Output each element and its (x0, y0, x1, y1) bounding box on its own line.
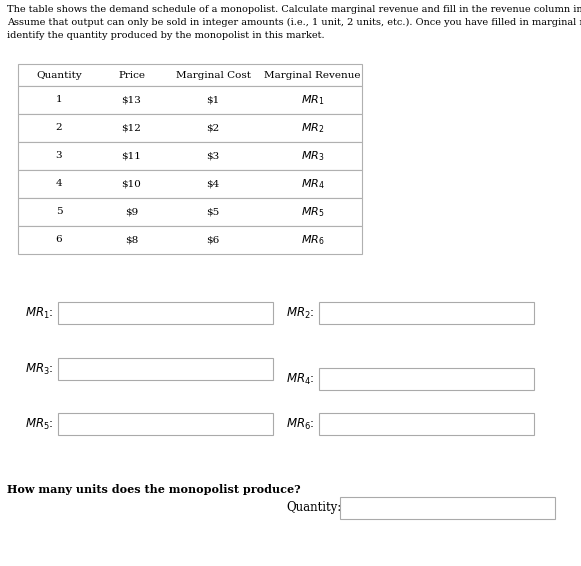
Bar (18, 64, 362, 86)
Bar (18, 86, 362, 114)
Text: $6: $6 (206, 235, 220, 245)
Text: $\mathit{MR}_{2}$: $\mathit{MR}_{2}$ (301, 121, 324, 135)
Text: $\mathit{MR}_{2}$:: $\mathit{MR}_{2}$: (286, 306, 315, 320)
Text: $\mathit{MR}_{4}$:: $\mathit{MR}_{4}$: (286, 371, 315, 387)
Text: $3: $3 (206, 152, 220, 161)
Bar (18, 114, 362, 142)
Text: identify the quantity produced by the monopolist in this market.: identify the quantity produced by the mo… (7, 31, 325, 40)
Text: 1: 1 (56, 96, 62, 105)
Text: $1: $1 (206, 96, 220, 105)
Text: $\mathit{MR}_{4}$: $\mathit{MR}_{4}$ (300, 177, 324, 191)
Text: $\mathit{MR}_{6}$: $\mathit{MR}_{6}$ (300, 233, 324, 247)
Text: $2: $2 (206, 123, 220, 132)
Text: How many units does the monopolist produce?: How many units does the monopolist produ… (7, 484, 300, 495)
Text: Quantity: Quantity (36, 71, 82, 79)
Text: Assume that output can only be sold in integer amounts (i.e., 1 unit, 2 units, e: Assume that output can only be sold in i… (7, 18, 581, 27)
Text: $8: $8 (125, 235, 138, 245)
Bar (18, 170, 362, 198)
Text: $\mathit{MR}_{1}$: $\mathit{MR}_{1}$ (301, 93, 324, 107)
Text: $9: $9 (125, 208, 138, 217)
Text: 4: 4 (56, 179, 62, 188)
Text: $\mathit{MR}_{3}$:: $\mathit{MR}_{3}$: (26, 362, 54, 376)
Bar (319, 302, 534, 324)
Text: $5: $5 (206, 208, 220, 217)
Bar (340, 497, 555, 519)
Text: 5: 5 (56, 208, 62, 217)
Bar (58, 413, 273, 435)
Text: 6: 6 (56, 235, 62, 245)
Text: $\mathit{MR}_{5}$: $\mathit{MR}_{5}$ (301, 205, 324, 219)
Bar (319, 413, 534, 435)
Text: Marginal Cost: Marginal Cost (175, 71, 250, 79)
Bar (58, 302, 273, 324)
Text: $4: $4 (206, 179, 220, 188)
Text: $13: $13 (121, 96, 141, 105)
Text: Price: Price (118, 71, 145, 79)
Text: 3: 3 (56, 152, 62, 161)
Bar (319, 368, 534, 390)
Text: Marginal Revenue: Marginal Revenue (264, 71, 361, 79)
Text: $\mathit{MR}_{1}$:: $\mathit{MR}_{1}$: (26, 306, 54, 320)
Text: $11: $11 (121, 152, 141, 161)
Text: Quantity:: Quantity: (286, 501, 341, 514)
Text: The table shows the demand schedule of a monopolist. Calculate marginal revenue : The table shows the demand schedule of a… (7, 5, 581, 14)
Bar (18, 226, 362, 254)
Bar (18, 198, 362, 226)
Text: $\mathit{MR}_{6}$:: $\mathit{MR}_{6}$: (286, 417, 315, 431)
Bar (58, 358, 273, 380)
Text: $\mathit{MR}_{3}$: $\mathit{MR}_{3}$ (301, 149, 324, 163)
Bar (18, 142, 362, 170)
Text: $\mathit{MR}_{5}$:: $\mathit{MR}_{5}$: (26, 417, 54, 431)
Text: 2: 2 (56, 123, 62, 132)
Text: $10: $10 (121, 179, 141, 188)
Text: $12: $12 (121, 123, 141, 132)
